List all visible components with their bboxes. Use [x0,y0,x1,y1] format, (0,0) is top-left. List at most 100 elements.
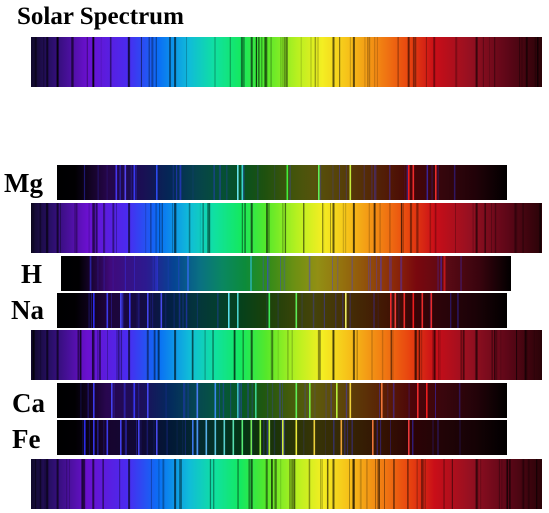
faint-emission-line [119,165,121,200]
absorption-line [94,203,96,253]
absorption-line [32,330,35,380]
faint-emission-line [450,293,452,328]
absorption-line [257,37,260,87]
absorption-line [60,203,61,253]
absorption-line [229,37,231,87]
absorption-line [367,37,368,87]
absorption-line [322,203,323,253]
absorption-line [381,330,384,380]
absorption-line [537,37,539,87]
emission-line [430,293,433,328]
absorption-line [500,330,502,380]
faint-emission-line [119,165,121,200]
absorption-line [421,330,423,380]
faint-emission-line [375,165,377,200]
faint-emission-line [111,293,112,328]
absorption-line [475,459,478,509]
absorption-line [102,459,104,509]
absorption-line [491,330,493,380]
absorption-line [529,459,530,509]
absorption-line [116,330,118,380]
absorption-line [524,330,527,380]
faint-emission-line [119,165,121,200]
faint-emission-line [377,420,378,455]
emission-line [228,293,230,328]
emission-line [147,293,149,328]
absorption-line [204,330,206,380]
absorption-line [284,203,287,253]
absorption-line [213,459,215,509]
absorption-line [425,37,427,87]
faint-emission-line [351,420,353,455]
emission-line [336,383,338,418]
emission-line [187,256,189,291]
absorption-line [349,37,351,87]
faint-emission-line [124,256,126,291]
faint-emission-line [124,420,126,455]
faint-emission-line [457,293,459,328]
emission-line [282,420,284,455]
absorption-line [285,37,288,87]
faint-emission-line [103,256,105,291]
absorption-line [439,330,441,380]
faint-emission-line [460,256,462,291]
faint-emission-line [103,420,105,455]
emission-line [313,420,316,455]
emission-line [318,165,320,200]
emission-line [295,420,298,455]
absorption-line [212,330,214,380]
absorption-line [374,203,376,253]
faint-emission-line [263,420,265,455]
faint-emission-line [90,293,92,328]
emission-line [268,293,271,328]
faint-emission-line [257,165,259,200]
absorption-line [281,37,283,87]
faint-emission-line [274,165,276,200]
absorption-line [162,459,164,509]
solar-spectrum-strip-4 [31,459,542,509]
absorption-line [94,330,95,380]
faint-emission-line [125,256,126,291]
absorption-line [100,37,102,87]
absorption-line [116,203,117,253]
faint-emission-line [122,293,124,328]
absorption-line [303,203,305,253]
absorption-line [128,330,131,380]
faint-emission-line [152,293,154,328]
absorption-line [112,203,115,253]
faint-emission-line [252,420,254,455]
faint-emission-line [427,165,429,200]
faint-emission-line [332,165,334,200]
absorption-line [56,330,59,380]
faint-emission-line [184,420,186,455]
faint-emission-line [408,383,410,418]
absorption-line [270,37,272,87]
absorption-line [475,330,478,380]
faint-emission-line [453,165,455,200]
absorption-line [38,459,41,509]
faint-emission-line [226,165,228,200]
emission-line [214,420,217,455]
faint-emission-line [376,256,378,291]
absorption-line [214,37,216,87]
faint-emission-line [379,256,382,291]
emission-line [241,420,244,455]
emission-line [390,293,392,328]
absorption-line [390,330,392,380]
faint-emission-line [412,420,414,455]
absorption-line [527,459,529,509]
absorption-line [176,203,177,253]
faint-emission-line [222,383,224,418]
faint-emission-line [333,420,335,455]
absorption-line [501,459,503,509]
absorption-line [287,330,289,380]
absorption-line [128,203,131,253]
absorption-line [202,203,204,253]
absorption-line [174,330,177,380]
faint-emission-line [187,383,189,418]
absorption-line [391,330,394,380]
faint-emission-line [332,256,333,291]
emission-line [443,256,446,291]
emission-line [120,293,122,328]
absorption-line [344,203,347,253]
